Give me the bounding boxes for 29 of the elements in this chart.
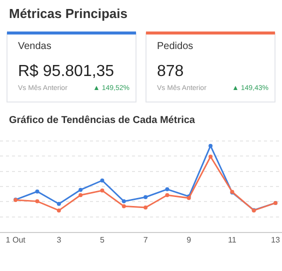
x-tick-label: 3 xyxy=(56,236,62,245)
x-tick-label: 11 xyxy=(228,236,237,245)
x-tick-label: 7 xyxy=(143,236,148,245)
point xyxy=(56,202,61,206)
point xyxy=(78,188,83,192)
point xyxy=(165,193,170,198)
point xyxy=(100,188,104,193)
point xyxy=(35,199,40,204)
point xyxy=(100,178,104,182)
point xyxy=(56,208,61,212)
x-tick-label: 9 xyxy=(186,236,192,245)
point xyxy=(144,206,148,210)
x-tick-label: 13 xyxy=(271,236,280,245)
point xyxy=(208,154,213,159)
point xyxy=(144,195,148,200)
point xyxy=(35,189,40,194)
point xyxy=(122,204,126,208)
x-tick-label: 1 Out xyxy=(6,236,26,245)
point xyxy=(208,144,213,148)
point xyxy=(165,187,170,192)
text: Vendas xyxy=(18,41,52,52)
text: Métricas Principais xyxy=(9,6,128,21)
text: R$ 95.801,35 xyxy=(18,63,114,80)
text: Pedidos xyxy=(157,41,194,52)
point xyxy=(122,199,126,204)
chart-title: Gráfico de Tendências de Cada Métrica xyxy=(9,115,196,126)
text: 878 xyxy=(157,63,184,80)
x-tick-label: 5 xyxy=(100,236,106,245)
point xyxy=(78,193,83,198)
